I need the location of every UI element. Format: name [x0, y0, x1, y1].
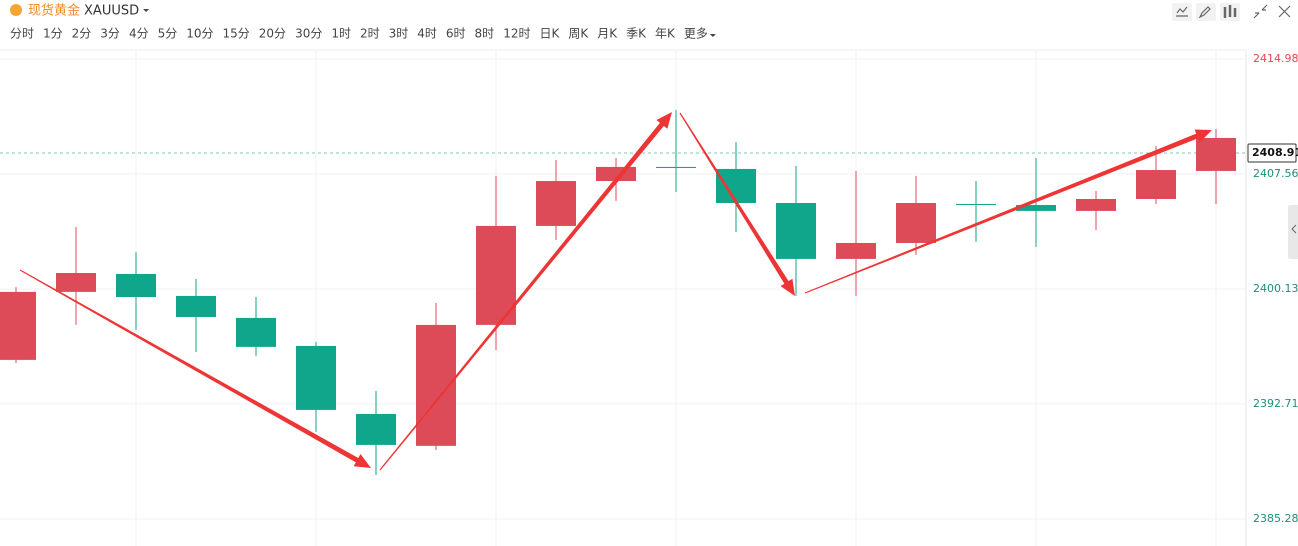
candle-body	[56, 273, 96, 292]
toolbar-icons	[1172, 3, 1291, 21]
candle-body	[896, 203, 936, 243]
timeframe-button[interactable]: 8时	[475, 27, 495, 41]
icon-button[interactable]	[1196, 3, 1216, 21]
y-tick-label: 2414.98	[1253, 52, 1298, 65]
timeframe-button[interactable]: 分时	[10, 27, 34, 41]
timeframe-button[interactable]: 3时	[389, 27, 409, 41]
timeframe-button[interactable]: 2时	[360, 27, 380, 41]
collapse-tab[interactable]	[1288, 205, 1298, 259]
last-price-label: 2408.91	[1252, 146, 1298, 159]
candle-body	[296, 345, 336, 410]
candle-body	[1016, 205, 1056, 211]
y-tick-label: 2407.56	[1253, 167, 1298, 180]
candle-body	[716, 168, 756, 204]
timeframe-button[interactable]: 2分	[72, 27, 92, 41]
timeframe-button[interactable]: 4时	[417, 27, 437, 41]
arrow	[19, 269, 372, 468]
timeframe-button[interactable]: 月K	[597, 27, 618, 41]
timeframe-button[interactable]: 季K	[626, 27, 647, 41]
timeframe-button[interactable]: 年K	[655, 27, 676, 41]
candle-body	[536, 181, 576, 226]
timeframe-button[interactable]: 3分	[100, 27, 120, 41]
symbol-icon	[10, 4, 22, 16]
timeframe-button[interactable]: 12时	[503, 27, 530, 41]
arrow	[379, 112, 672, 471]
candle-body	[836, 242, 876, 259]
timeframe-button[interactable]: 周K	[568, 27, 589, 41]
candle-body	[1136, 170, 1176, 199]
icon[interactable]	[1253, 4, 1268, 19]
timeframe-button[interactable]: 30分	[295, 27, 322, 41]
arrow	[679, 112, 795, 296]
timeframe-button[interactable]: 5分	[158, 27, 178, 41]
candle-body	[236, 317, 276, 347]
candle-body	[776, 203, 816, 259]
icon-button[interactable]	[1172, 3, 1192, 21]
icon	[1176, 6, 1188, 17]
symbol-name[interactable]: 现货黄金	[28, 3, 80, 19]
annotation-arrows	[19, 112, 1212, 471]
timeframe-button[interactable]: 6时	[446, 27, 466, 41]
caret	[709, 34, 716, 37]
symbol-code[interactable]: XAUUSD	[84, 4, 139, 19]
timeframe-button[interactable]: 15分	[223, 27, 250, 41]
y-axis: 2385.28 2392.71 2400.13 2407.56 2414.98 2408.…	[1247, 52, 1298, 525]
candle-body	[476, 225, 516, 325]
candle-body	[1196, 137, 1236, 171]
timeframe-button[interactable]: 日K	[539, 27, 560, 41]
timeframe-button[interactable]: 20分	[259, 27, 286, 41]
candle-body	[956, 203, 996, 206]
caret	[143, 9, 150, 12]
timeframe-button[interactable]: 更多	[684, 27, 708, 41]
timeframe-button[interactable]: 4分	[129, 27, 149, 41]
icon	[1198, 6, 1211, 19]
y-tick-label: 2392.71	[1253, 397, 1298, 410]
timeframe-button[interactable]: 1时	[331, 27, 351, 41]
y-tick-label: 2385.28	[1253, 512, 1298, 525]
last-price-box	[1247, 143, 1297, 163]
candle-body	[116, 273, 156, 298]
candle-body	[0, 291, 36, 360]
arrow	[804, 129, 1212, 294]
timeframe-button[interactable]: 1分	[43, 27, 63, 41]
icon[interactable]	[1278, 5, 1291, 18]
timeframe-button[interactable]: 10分	[186, 27, 213, 41]
candle-body	[656, 166, 696, 169]
collapse-icon	[1291, 224, 1297, 234]
icon	[1223, 5, 1237, 18]
candle-body	[1076, 198, 1116, 211]
candle-body	[356, 413, 396, 445]
candle-body	[176, 295, 216, 317]
y-tick-label: 2400.13	[1253, 282, 1298, 295]
candles	[0, 109, 1236, 475]
